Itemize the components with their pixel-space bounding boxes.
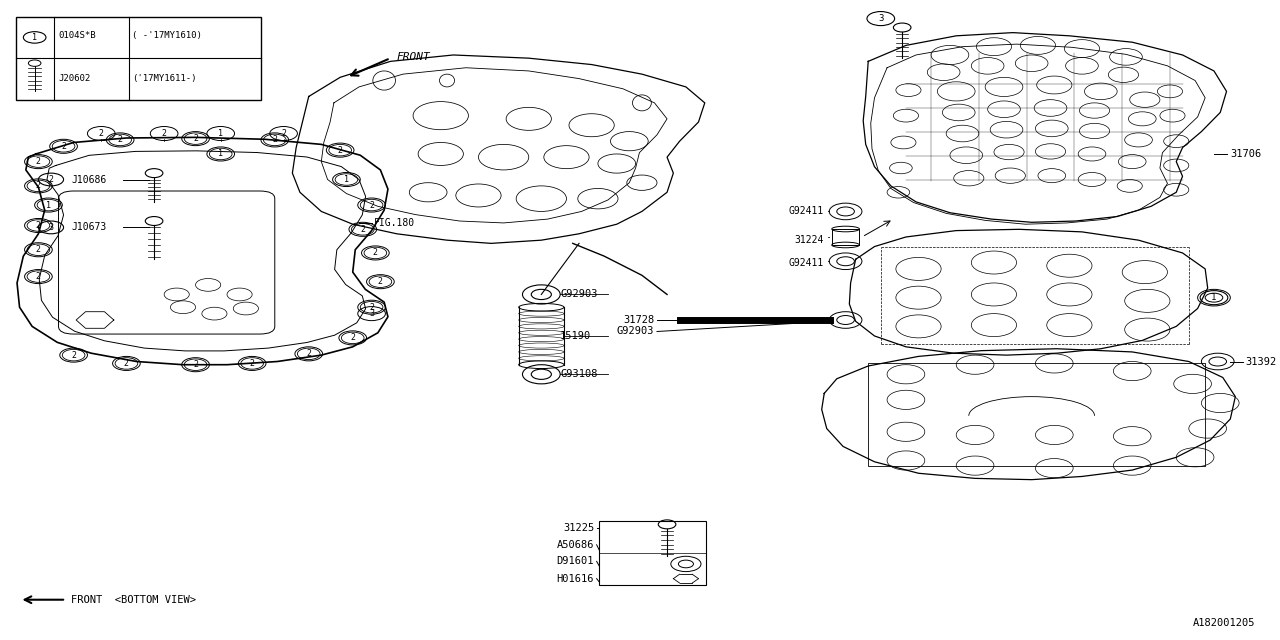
- Text: 2: 2: [378, 277, 383, 286]
- Text: 31392: 31392: [1245, 356, 1276, 367]
- Text: FRONT: FRONT: [397, 52, 430, 62]
- Text: G93108: G93108: [561, 369, 598, 380]
- Bar: [599, 521, 707, 585]
- Text: 2: 2: [273, 136, 278, 145]
- Text: A182001205: A182001205: [1193, 618, 1256, 628]
- Text: 2: 2: [369, 303, 374, 312]
- Text: J10686: J10686: [72, 175, 106, 184]
- Text: 3: 3: [369, 309, 374, 318]
- Text: G92411: G92411: [788, 257, 824, 268]
- Text: 1: 1: [46, 200, 51, 209]
- Text: 1: 1: [218, 129, 223, 138]
- Text: 1: 1: [32, 33, 37, 42]
- Text: 2: 2: [36, 221, 41, 230]
- Text: 2: 2: [306, 349, 311, 358]
- Text: 3: 3: [49, 223, 54, 232]
- Text: 2: 2: [338, 146, 343, 155]
- Text: 2: 2: [351, 333, 356, 342]
- Text: 2: 2: [36, 181, 41, 190]
- Text: 31225: 31225: [563, 522, 594, 532]
- Text: 0104S*B: 0104S*B: [59, 31, 96, 40]
- Text: H01616: H01616: [557, 573, 594, 584]
- Text: FIG.180: FIG.180: [374, 218, 415, 228]
- Text: J10673: J10673: [72, 223, 106, 232]
- Text: J20602: J20602: [59, 74, 91, 83]
- Text: 2: 2: [193, 134, 198, 143]
- Bar: [832, 229, 859, 245]
- Bar: [868, 364, 1206, 466]
- Text: 2: 2: [36, 272, 41, 281]
- Text: G92903: G92903: [617, 326, 654, 337]
- Text: 31728: 31728: [623, 315, 654, 325]
- Text: D91601: D91601: [557, 556, 594, 566]
- Text: 2: 2: [250, 359, 255, 368]
- Text: 1: 1: [1211, 293, 1217, 302]
- Text: 15190: 15190: [561, 331, 591, 341]
- Text: G92903: G92903: [561, 289, 598, 300]
- Text: 2: 2: [49, 175, 54, 184]
- Text: 1: 1: [344, 175, 349, 184]
- Text: 2: 2: [36, 245, 41, 254]
- Text: 2: 2: [369, 200, 374, 209]
- Text: 2: 2: [72, 351, 76, 360]
- Bar: [15, 17, 261, 100]
- Text: 2: 2: [193, 360, 198, 369]
- Text: 2: 2: [61, 142, 67, 151]
- Text: 2: 2: [118, 136, 123, 145]
- Text: 2: 2: [36, 157, 41, 166]
- Text: 2: 2: [124, 359, 129, 368]
- Text: FRONT  <BOTTOM VIEW>: FRONT <BOTTOM VIEW>: [72, 595, 196, 605]
- Text: A50686: A50686: [557, 540, 594, 550]
- Text: G92411: G92411: [788, 207, 824, 216]
- Text: ( -'17MY1610): ( -'17MY1610): [132, 31, 202, 40]
- Text: ('17MY1611-): ('17MY1611-): [132, 74, 197, 83]
- Text: 2: 2: [360, 225, 365, 234]
- Text: 3: 3: [878, 14, 883, 23]
- Text: 1: 1: [218, 150, 223, 159]
- Text: 2: 2: [372, 248, 378, 257]
- Text: 2: 2: [99, 129, 104, 138]
- Text: 31224: 31224: [795, 235, 824, 245]
- Text: 31706: 31706: [1230, 149, 1262, 159]
- Text: 2: 2: [161, 129, 166, 138]
- Text: 2: 2: [282, 129, 287, 138]
